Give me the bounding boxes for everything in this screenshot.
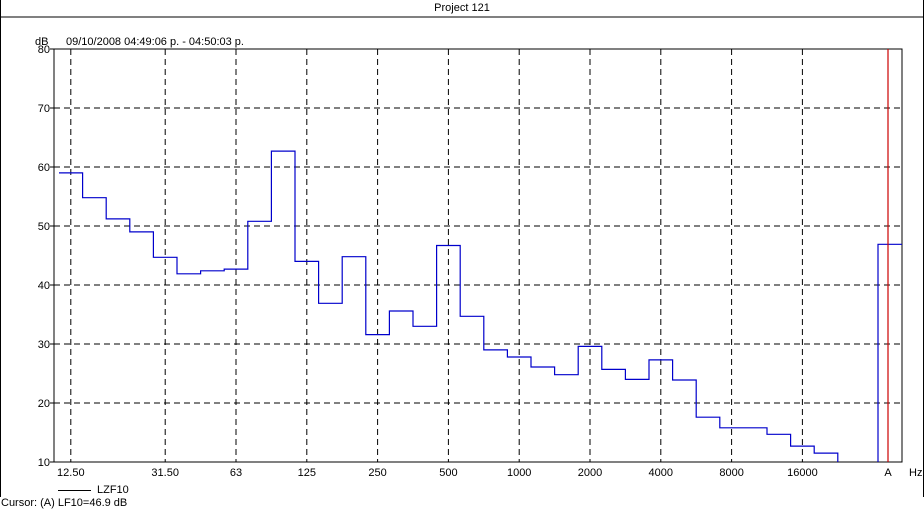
series-a-weighted	[877, 243, 902, 462]
cursor-readout: Cursor: (A) LF10=46.9 dB	[1, 497, 128, 509]
y-tick-label: 50	[38, 221, 50, 233]
x-tick-label: 500	[439, 467, 457, 479]
x-tick-label: 250	[368, 467, 386, 479]
x-tick-label: A	[884, 467, 892, 479]
series-line-lzf10	[59, 150, 839, 462]
y-axis-label: dB	[35, 36, 48, 48]
legend-swatch	[58, 489, 91, 491]
plot-border	[53, 48, 903, 463]
series-layer	[59, 150, 902, 462]
y-ticks: 10 20 30 40 50 60 70 80	[38, 44, 54, 469]
x-tick-label: 31.50	[151, 467, 179, 479]
plot-area	[53, 48, 903, 463]
x-tick-label: 4000	[649, 467, 673, 479]
legend: LZF10	[58, 484, 129, 496]
y-tick-label: 20	[38, 398, 50, 410]
y-tick-label: 80	[38, 44, 50, 56]
grid	[54, 49, 902, 462]
x-tick-label: 8000	[719, 467, 743, 479]
x-tick-label: 63	[230, 467, 242, 479]
y-tick-label: 70	[38, 103, 50, 115]
x-tick-label: 125	[298, 467, 316, 479]
title-bar: Project 121	[0, 0, 924, 17]
y-tick-label: 60	[38, 162, 50, 174]
chart-title: Project 121	[434, 2, 490, 14]
x-tick-label: 12.50	[57, 467, 85, 479]
y-tick-label: 40	[38, 280, 50, 292]
x-axis-unit: Hz	[909, 467, 922, 479]
x-ticks: 12.50 31.50 63 125 250 500 1000 2000 4000 8000 160…	[57, 467, 892, 479]
y-tick-label: 30	[38, 339, 50, 351]
chart-subtitle: 09/10/2008 04:49:06 p. - 04:50:03 p.	[66, 36, 244, 48]
legend-label: LZF10	[97, 484, 129, 496]
x-tick-label: 1000	[507, 467, 531, 479]
x-tick-label: 2000	[578, 467, 602, 479]
y-tick-label: 10	[38, 457, 50, 469]
x-tick-label: 16000	[787, 467, 818, 479]
